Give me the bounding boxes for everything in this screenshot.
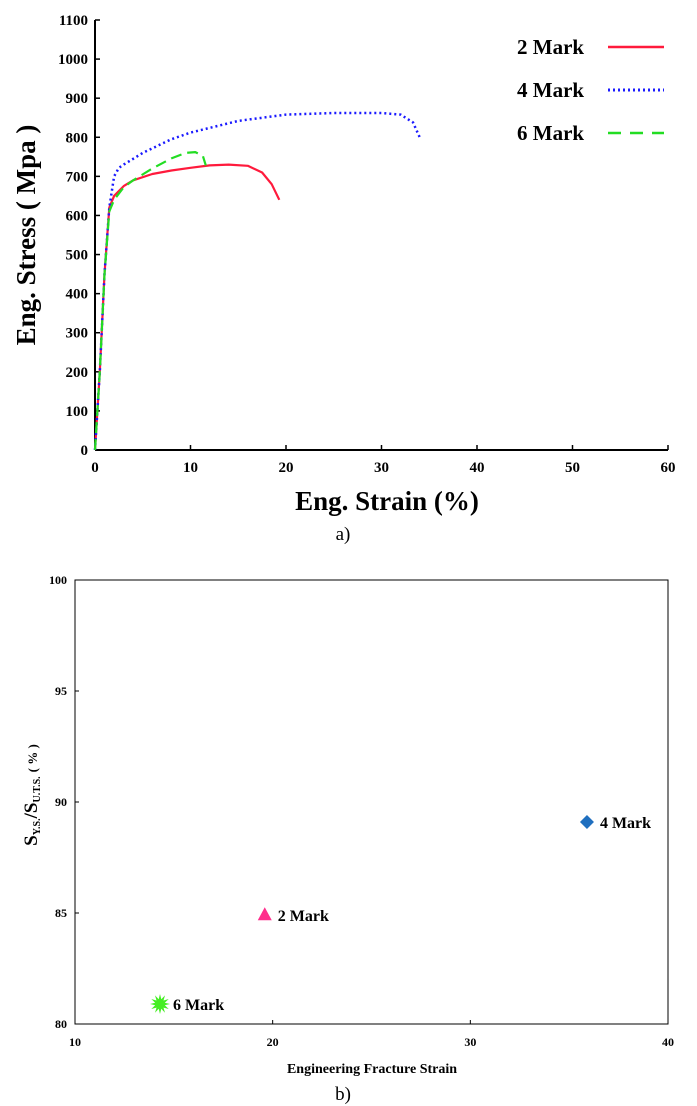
x-tick-label: 20 [267, 1035, 279, 1049]
x-tick-label: 30 [374, 460, 389, 476]
series-line-4-mark [93, 111, 421, 451]
point-marker-2-mark [257, 907, 272, 921]
y-tick-label: 700 [66, 169, 89, 185]
ylabel-part-3: /S [21, 803, 42, 820]
panel-b-label: b) [335, 1084, 351, 1105]
ylabel-part-4: U.T.S. [32, 776, 43, 803]
y-tick-label: 300 [66, 326, 89, 342]
point-label-4-mark: 4 Mark [600, 815, 651, 832]
point-label-6-mark: 6 Mark [173, 997, 224, 1014]
x-tick-label: 40 [662, 1035, 674, 1049]
panel-a-label: a) [336, 524, 351, 545]
x-tick-label: 60 [661, 460, 676, 476]
x-tick-label: 20 [279, 460, 294, 476]
y-tick-label: 80 [55, 1017, 67, 1031]
stress-strain-ticks: 0 100 200 300 400 500 600 700 800 900 1000 1100 0 10 2… [58, 13, 676, 476]
y-tick-label: 100 [49, 573, 67, 587]
y-tick-label: 800 [66, 130, 89, 146]
yield-ratio-points: 2 Mark 4 Mark 6 Mark [150, 814, 651, 1014]
yield-ratio-chart: 80 85 90 95 100 10 20 30 40 2 Mark 4 Mark 6 Mark E… [21, 573, 674, 1105]
yield-ratio-ticks: 80 85 90 95 100 10 20 30 40 [49, 573, 674, 1049]
legend-label-4-mark: 4 Mark [517, 78, 584, 102]
y-tick-label: 900 [66, 91, 89, 107]
plot-frame [74, 579, 669, 1025]
y-tick-label: 200 [66, 365, 89, 381]
legend-label-2-mark: 2 Mark [517, 35, 584, 59]
x-tick-label: 40 [470, 460, 485, 476]
ylabel-part-2: Y.S. [32, 818, 43, 835]
x-tick-label: 0 [91, 460, 99, 476]
y-tick-label: 1100 [59, 13, 88, 29]
series-line-2-mark [93, 163, 281, 451]
x-axis-title: Engineering Fracture Strain [287, 1062, 457, 1077]
legend-label-6-mark: 6 Mark [517, 121, 584, 145]
x-tick-label: 10 [69, 1035, 81, 1049]
x-tick-label: 50 [565, 460, 580, 476]
series-line-6-mark [93, 151, 207, 451]
y-tick-label: 1000 [58, 52, 88, 68]
stress-strain-series [93, 111, 421, 451]
ylabel-part-5: ( % ) [25, 744, 40, 772]
x-tick-label: 10 [183, 460, 198, 476]
y-axis-title: Eng. Stress ( Mpa ) [11, 125, 41, 346]
y-tick-label: 90 [55, 795, 67, 809]
y-tick-label: 600 [66, 208, 89, 224]
y-tick-label: 0 [81, 443, 89, 459]
y-tick-label: 85 [55, 906, 67, 920]
point-label-2-mark: 2 Mark [278, 908, 329, 925]
y-axis-title: SY.S./SU.T.S. ( % ) [21, 744, 43, 846]
y-tick-label: 100 [66, 404, 89, 420]
y-tick-label: 95 [55, 684, 67, 698]
stress-strain-chart: 0 100 200 300 400 500 600 700 800 900 1000 1100 0 10 2… [11, 13, 676, 545]
ylabel-part-1: S [21, 835, 42, 846]
x-axis-title: Eng. Strain (%) [295, 486, 479, 516]
point-marker-6-mark [150, 994, 170, 1014]
y-tick-label: 400 [66, 287, 89, 303]
x-tick-label: 30 [464, 1035, 476, 1049]
point-marker-4-mark [579, 814, 594, 829]
stress-strain-legend: 2 Mark 4 Mark 6 Mark [517, 35, 664, 145]
y-tick-label: 500 [66, 248, 89, 264]
